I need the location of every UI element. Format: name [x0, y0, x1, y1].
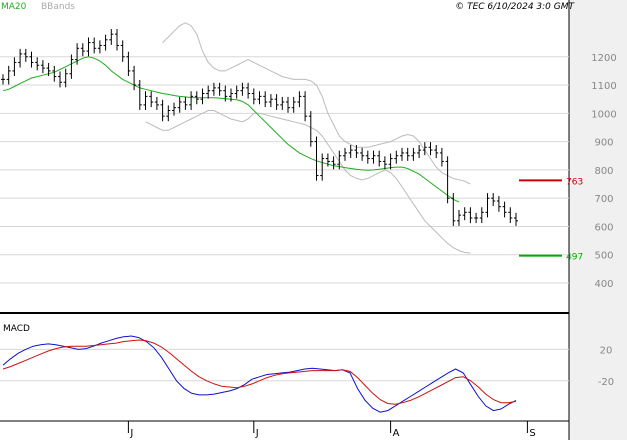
support-level-label: 497	[566, 253, 583, 263]
bollinger-lower	[145, 110, 471, 254]
macd-panel	[2, 335, 517, 413]
price-tick-label: 800	[594, 166, 613, 177]
macd-tick-label: 20	[600, 345, 613, 356]
price-tick-label: 900	[594, 138, 613, 149]
bollinger-upper	[162, 22, 471, 185]
resistance-level-label: 763	[566, 177, 583, 187]
macd-tick-label: -20	[598, 377, 614, 388]
ma20-legend: MA20	[1, 2, 27, 12]
axis-panel	[569, 0, 627, 440]
price-tick-label: 600	[594, 222, 613, 233]
price-levels: 763 497	[519, 177, 583, 263]
bbands-legend: BBands	[41, 2, 75, 12]
price-tick-label: 1200	[591, 53, 616, 64]
copyright-text: © TEC 6/10/2024 3:0 GMT	[455, 2, 575, 12]
price-tick-label: 500	[594, 251, 613, 262]
x-tick-label: A	[393, 428, 400, 439]
price-tick-label: 700	[594, 194, 613, 205]
bollinger-bands	[145, 22, 471, 254]
x-tick-label: J	[129, 428, 133, 439]
price-bars	[1, 29, 518, 226]
price-tick-label: 400	[594, 279, 613, 290]
macd-title: MACD	[3, 324, 30, 334]
macd-line	[2, 335, 517, 413]
signal-line	[2, 339, 517, 405]
grid-layer	[0, 56, 569, 382]
x-tick-label: J	[255, 428, 259, 439]
x-tick-label: S	[529, 428, 535, 439]
price-tick-label: 1000	[591, 109, 616, 120]
price-tick-label: 1100	[591, 81, 616, 92]
